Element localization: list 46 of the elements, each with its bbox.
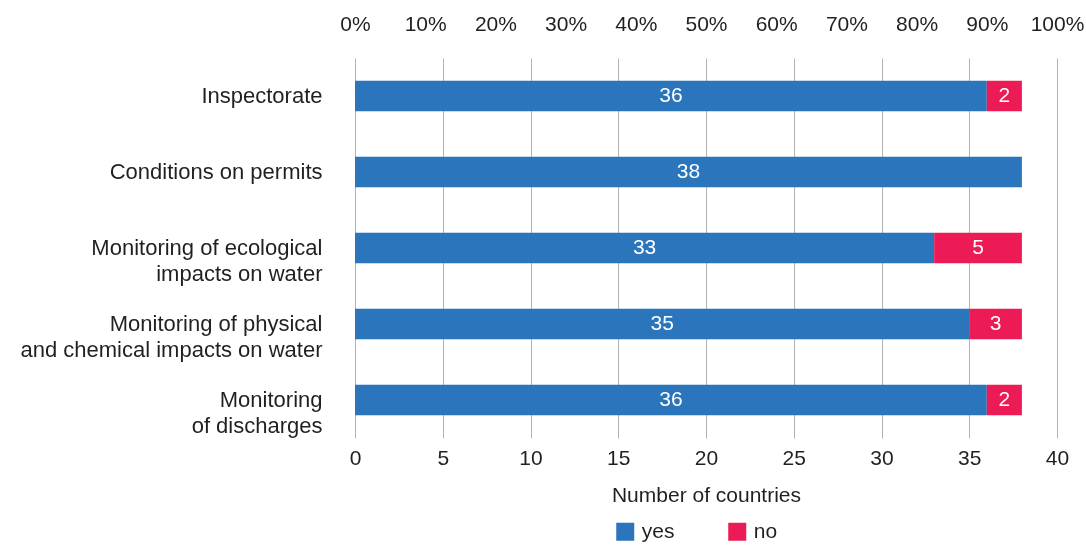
- legend-label: no: [753, 518, 778, 542]
- x2-tick-label: 90%: [966, 11, 1009, 35]
- x-tick-label: 10: [519, 445, 543, 469]
- x-tick-label: 15: [607, 445, 631, 469]
- data-label: 38: [676, 159, 701, 182]
- data-label: 36: [659, 83, 683, 106]
- x-axis-title: Number of countries: [611, 482, 802, 506]
- x-tick-label: 40: [1045, 445, 1070, 469]
- data-label: 5: [972, 235, 984, 258]
- x2-tick-label: 10%: [404, 11, 447, 35]
- x-tick-label: 0: [349, 445, 362, 469]
- data-label: 36: [659, 387, 683, 410]
- bar: [355, 232, 935, 264]
- y-tick-label: Conditions on permits: [109, 159, 323, 184]
- y-tick-label: Monitoring of discharges: [191, 387, 323, 438]
- data-label: 2: [998, 387, 1011, 410]
- x-tick-label: 35: [958, 445, 982, 469]
- x-tick-label: 20: [694, 445, 719, 469]
- bar: [355, 80, 987, 112]
- legend-label: yes: [641, 518, 675, 542]
- x-tick-label: 30: [870, 445, 894, 469]
- data-label: 2: [998, 83, 1011, 106]
- x2-tick-label: 50%: [685, 11, 728, 35]
- bar: [355, 156, 1022, 188]
- bar: [355, 384, 987, 416]
- data-label: 33: [632, 235, 657, 258]
- x2-tick-label: 30%: [545, 11, 588, 35]
- x2-tick-label: 70%: [825, 11, 868, 35]
- bar: [969, 308, 1022, 340]
- x2-tick-label: 0%: [340, 11, 371, 35]
- x2-tick-label: 80%: [896, 11, 939, 35]
- x2-tick-label: 20%: [474, 11, 517, 35]
- x2-tick-label: 100%: [1030, 11, 1085, 35]
- y-tick-label: Monitoring of ecological impacts on water: [91, 235, 323, 286]
- x2-tick-label: 60%: [755, 11, 798, 35]
- bar: [355, 308, 970, 340]
- bar: [934, 232, 1022, 264]
- y-tick-label: Monitoring of physical and chemical impacts on water: [20, 311, 323, 362]
- data-label: 35: [650, 311, 674, 334]
- bar: [986, 384, 1022, 416]
- data-label: 3: [989, 311, 1002, 334]
- y-tick-label: Inspectorate: [201, 83, 323, 108]
- x2-tick-label: 40%: [615, 11, 658, 35]
- bar: [986, 80, 1022, 112]
- x-tick-label: 5: [437, 445, 450, 469]
- x-tick-label: 25: [782, 445, 806, 469]
